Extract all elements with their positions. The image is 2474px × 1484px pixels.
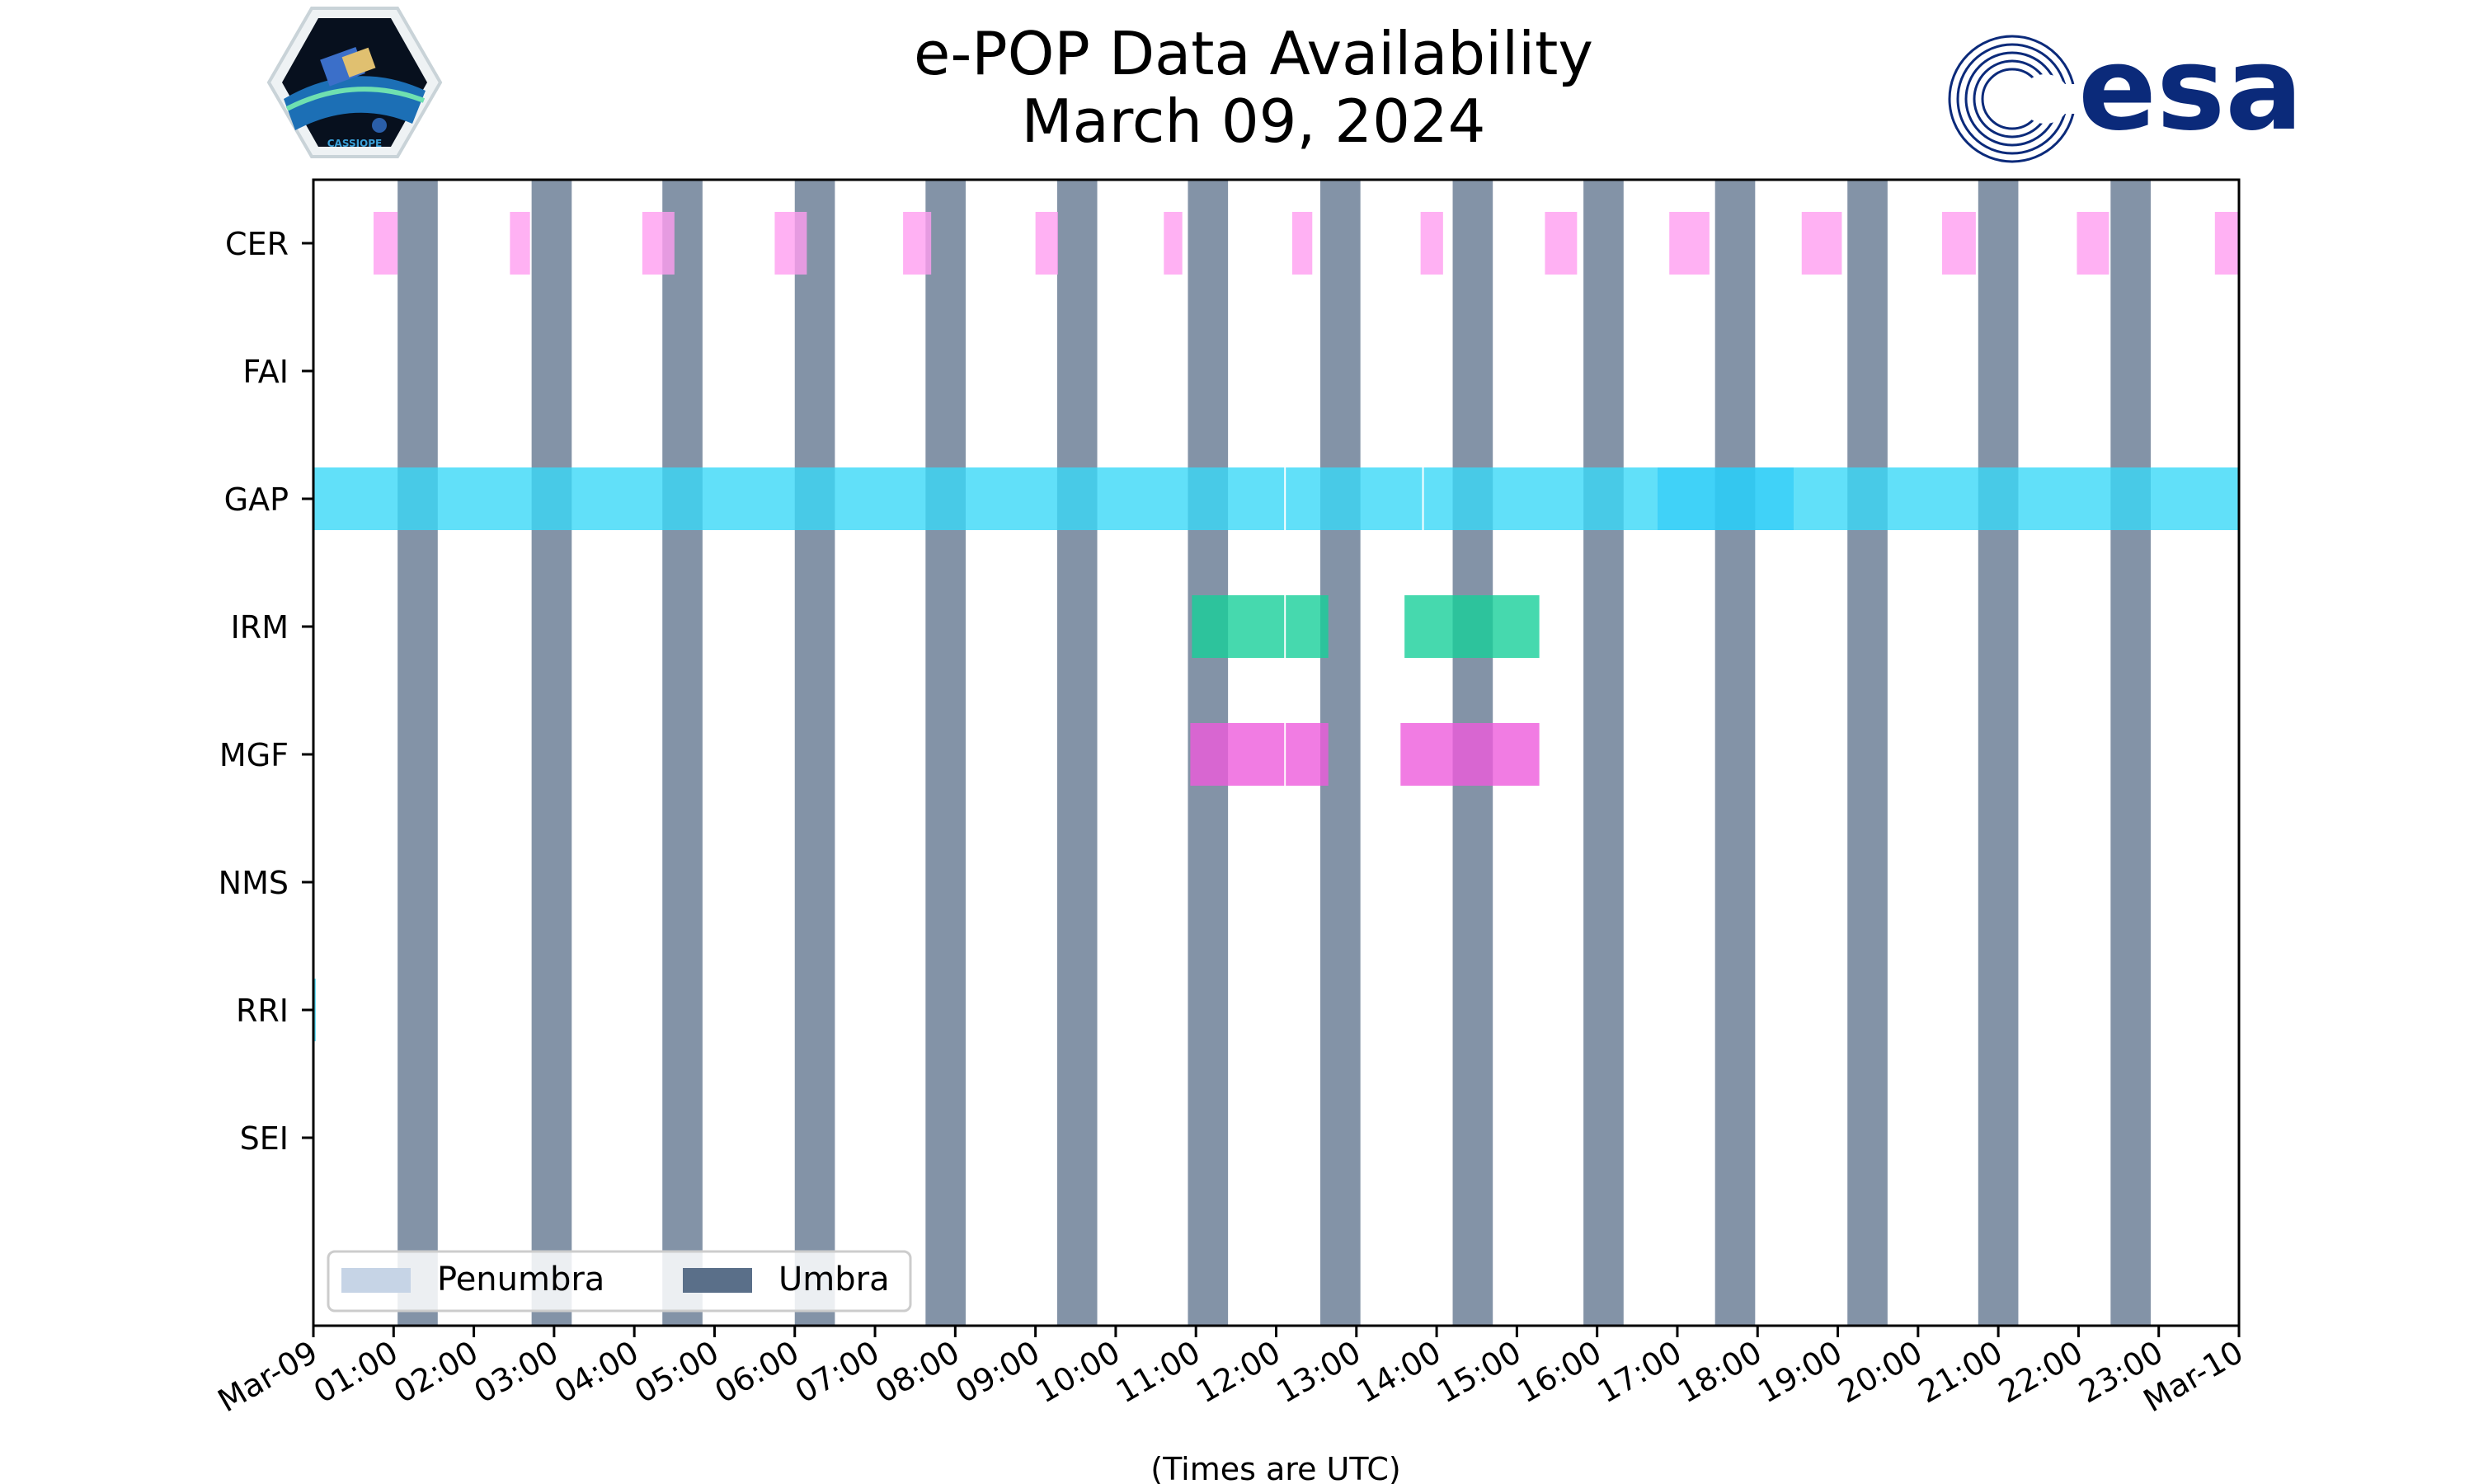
cer-bar-13: [1942, 212, 1976, 275]
irm-bar-2: [1286, 595, 1329, 658]
x-tick-label-13: 13:00: [1270, 1334, 1366, 1411]
y-axis-ticks: CER FAI GAP IRM MGF NMS RRI SEI: [219, 226, 313, 1157]
x-tick-label-19: 19:00: [1752, 1334, 1848, 1411]
y-tick-label-irm: IRM: [231, 609, 289, 646]
x-tick-label-15: 15:00: [1431, 1334, 1527, 1411]
y-tick-label-rri: RRI: [236, 993, 289, 1029]
x-tick-label-1: 01:00: [308, 1334, 404, 1411]
x-tick-label-11: 11:00: [1110, 1334, 1206, 1411]
umbra-band-11: [1714, 180, 1756, 1326]
x-axis-label: (Times are UTC): [1150, 1451, 1400, 1484]
cassiope-logo: CASSIOPE: [266, 7, 443, 158]
cer-bar-2: [510, 212, 530, 275]
gap-bar-1: [313, 467, 1285, 530]
cer-bar-11: [1669, 212, 1710, 275]
umbra-band-2: [531, 180, 572, 1326]
y-tick-label-nms: NMS: [219, 865, 289, 901]
cer-bar-3: [642, 212, 675, 275]
gap-bar-3: [1423, 467, 1658, 530]
chart-title-line-1: e-POP Data Availability: [914, 19, 1593, 88]
chart-title-line-2: March 09, 2024: [1022, 87, 1486, 156]
cer-bar-12: [1801, 212, 1842, 275]
x-tick-label-22: 22:00: [1992, 1334, 2089, 1411]
esa-logo-text: esa: [2078, 22, 2303, 157]
cer-bar-7: [1164, 212, 1183, 275]
mgf-bar-3: [1400, 723, 1540, 786]
umbra-band-14: [2110, 180, 2151, 1326]
x-tick-label-21: 21:00: [1912, 1334, 2009, 1411]
cer-bar-6: [1035, 212, 1058, 275]
x-tick-label-6: 06:00: [708, 1334, 805, 1411]
irm-bar-1: [1192, 595, 1285, 658]
y-tick-label-cer: CER: [225, 226, 289, 262]
cer-bar-8: [1291, 212, 1313, 275]
y-tick-label-sei: SEI: [240, 1120, 289, 1157]
legend-label-penumbra: Penumbra: [437, 1261, 604, 1298]
mgf-bar-1: [1190, 723, 1285, 786]
y-tick-label-mgf: MGF: [219, 737, 289, 773]
mgf-bar-2: [1286, 723, 1329, 786]
cer-bar-9: [1420, 212, 1443, 275]
gap-bar-2: [1286, 467, 1423, 530]
cer-bar-1: [373, 212, 398, 275]
legend-label-umbra: Umbra: [778, 1261, 890, 1298]
x-tick-label-10: 10:00: [1030, 1334, 1126, 1411]
gap-bar-5: [1794, 467, 2239, 530]
x-tick-label-8: 08:00: [869, 1334, 966, 1411]
legend-swatch-penumbra: [341, 1268, 411, 1293]
x-tick-label-9: 09:00: [949, 1334, 1046, 1411]
irm-bar-3: [1404, 595, 1540, 658]
x-tick-label-7: 07:00: [789, 1334, 886, 1411]
umbra-band-1: [397, 180, 438, 1326]
x-tick-label-12: 12:00: [1190, 1334, 1286, 1411]
legend-box: [327, 1250, 912, 1313]
x-tick-label-16: 16:00: [1511, 1334, 1607, 1411]
cer-bar-4: [774, 212, 807, 275]
cassiope-logo-text: CASSIOPE: [327, 138, 383, 149]
x-tick-label-17: 17:00: [1592, 1334, 1688, 1411]
x-axis-ticks: Mar-0901:0002:0003:0004:0005:0006:0007:0…: [212, 1326, 2250, 1419]
umbra-band-5: [925, 180, 966, 1326]
umbra-band-6: [1056, 180, 1098, 1326]
y-tick-label-gap: GAP: [224, 481, 289, 518]
x-tick-label-20: 20:00: [1832, 1334, 1928, 1411]
umbra-band-12: [1847, 180, 1888, 1326]
x-tick-label-0: Mar-09: [212, 1334, 324, 1420]
umbra-band-3: [662, 180, 703, 1326]
umbra-band-4: [794, 180, 835, 1326]
umbra-band-13: [1978, 180, 2019, 1326]
cer-bar-15: [2214, 212, 2239, 275]
cer-bar-10: [1545, 212, 1578, 275]
x-tick-label-18: 18:00: [1672, 1334, 1768, 1411]
legend: Penumbra Umbra: [327, 1250, 912, 1313]
umbra-band-10: [1583, 180, 1624, 1326]
cer-bar-14: [2077, 212, 2109, 275]
cer-bar-5: [903, 212, 932, 275]
esa-logo: esa: [1948, 22, 2303, 163]
x-tick-label-5: 05:00: [628, 1334, 725, 1411]
gap-bar-4: [1657, 467, 1794, 530]
x-tick-label-3: 03:00: [468, 1334, 565, 1411]
instrument-bars: [313, 212, 2239, 1041]
x-tick-label-14: 14:00: [1351, 1334, 1447, 1411]
x-tick-label-4: 04:00: [548, 1334, 645, 1411]
legend-swatch-umbra: [683, 1268, 752, 1293]
x-tick-label-2: 02:00: [388, 1334, 484, 1411]
y-tick-label-fai: FAI: [242, 354, 289, 390]
